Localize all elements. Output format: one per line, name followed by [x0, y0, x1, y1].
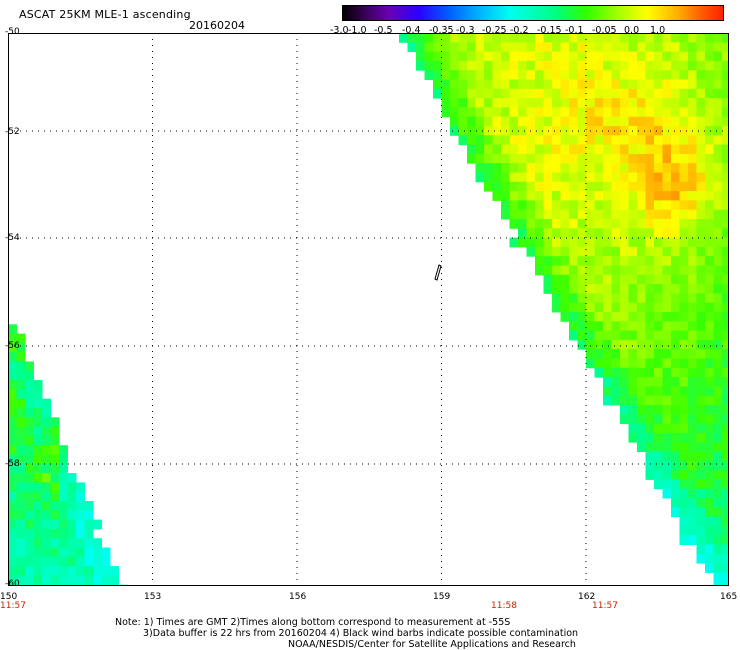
- lon-label-159: 159: [433, 592, 451, 602]
- colorbar-label: -1.0: [348, 25, 367, 36]
- lon-label-156: 156: [289, 592, 307, 602]
- time-label-left: 11:57: [0, 601, 26, 611]
- lat-label-60: -60: [5, 579, 20, 589]
- lon-label-165: 165: [720, 592, 738, 602]
- lon-label-162: 162: [578, 592, 596, 602]
- colorbar-label: -0.5: [374, 25, 393, 36]
- time-label-right: 11:57: [592, 601, 618, 611]
- colorbar-label: -0.15: [537, 25, 562, 36]
- colorbar-label: -0.1: [565, 25, 584, 36]
- wind-barb: [434, 264, 442, 281]
- colorbar-label: -0.05: [592, 25, 617, 36]
- lat-label-56: -56: [5, 341, 20, 351]
- colorbar: [342, 5, 724, 21]
- note-line-2: 3)Data buffer is 22 hrs from 20160204 4)…: [143, 628, 579, 639]
- lon-label-150: 150: [0, 592, 18, 602]
- lat-label-52: -52: [5, 127, 20, 137]
- swath-cells: [8, 33, 729, 586]
- colorbar-label: -0.35: [429, 25, 454, 36]
- time-label-mid: 11:58: [491, 601, 517, 611]
- colorbar-label: -0.3: [456, 25, 475, 36]
- map-frame: [8, 33, 729, 586]
- lat-label-54: -54: [5, 233, 20, 243]
- colorbar-label: -0.4: [402, 25, 421, 36]
- note-line-1: Note: 1) Times are GMT 2)Times along bot…: [115, 617, 511, 628]
- product-title: ASCAT 25KM MLE-1 ascending: [19, 8, 191, 21]
- lat-lon-grid: [8, 33, 729, 586]
- colorbar-label: 1.0: [650, 25, 666, 36]
- lat-label-50: -50: [5, 27, 20, 37]
- lat-label-58: -58: [5, 459, 20, 469]
- product-date: 20160204: [189, 19, 245, 32]
- colorbar-labels: -3.0 -1.0 -0.5 -0.4 -0.35 -0.3 -0.25 -0.2 -0.15-…: [330, 25, 740, 37]
- colorbar-label: -0.25: [482, 25, 507, 36]
- colorbar-label: 0.0: [624, 25, 640, 36]
- note-line-3: NOAA/NESDIS/Center for Satellite Applica…: [288, 639, 576, 650]
- map-plot: [8, 33, 729, 586]
- colorbar-label: -0.2: [510, 25, 529, 36]
- lon-label-153: 153: [144, 592, 162, 602]
- colorbar-label: -3.0: [330, 25, 349, 36]
